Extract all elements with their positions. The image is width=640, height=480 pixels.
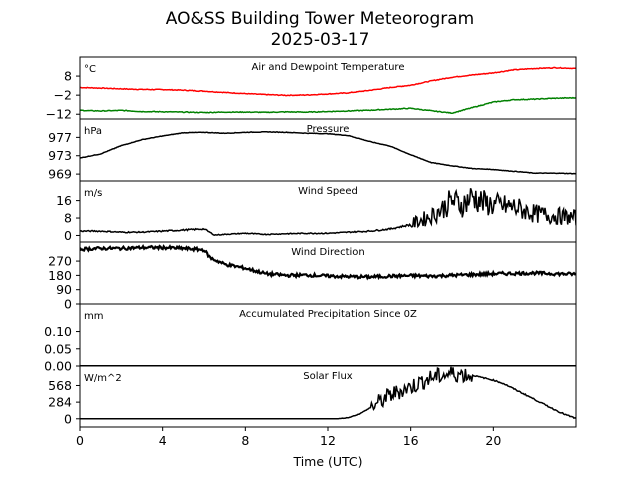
figure-title: AO&SS Building Tower Meteorogram (166, 9, 474, 29)
y-tick-label: 977 (48, 130, 72, 145)
x-tick-label: 20 (485, 433, 501, 448)
series-line-1 (80, 66, 576, 97)
y-tick-label: 969 (48, 167, 72, 182)
panel-unit: m/s (84, 188, 102, 199)
x-tick-label: 8 (241, 433, 249, 448)
figure-subtitle: 2025-03-17 (271, 30, 370, 50)
series-line-1 (80, 366, 576, 420)
panel-unit: hPa (84, 126, 102, 137)
y-tick-label: 8 (64, 69, 72, 84)
panel-5: 0.10 0.05 0.00 Accumulated Precipitation Si… (44, 303, 577, 374)
panel-title: Air and Dewpoint Temperature (252, 62, 405, 73)
series-line-1 (80, 188, 576, 237)
x-tick-label: 12 (320, 433, 336, 448)
panel-1: 8 −2 −12 Air and Dewpoint Temperature °C (46, 56, 577, 122)
y-tick-label: −2 (54, 88, 72, 103)
y-tick-label: 16 (56, 193, 72, 208)
y-tick-label: 0.05 (44, 341, 72, 356)
series-line-2 (80, 96, 576, 115)
y-tick-label: 180 (48, 268, 72, 283)
y-tick-label: 90 (56, 282, 72, 297)
y-tick-label: 0.00 (44, 359, 72, 374)
y-tick-label: 973 (48, 148, 72, 163)
y-tick-label: 0 (64, 228, 72, 243)
x-tick-label: 0 (76, 433, 84, 448)
panel-unit: °C (84, 64, 96, 75)
y-tick-label: 8 (64, 211, 72, 226)
y-tick-label: 568 (48, 378, 72, 393)
x-axis: 0 4 8 12 16 20 (76, 427, 501, 448)
y-tick-label: 284 (48, 395, 72, 410)
y-tick-label: 270 (48, 254, 72, 269)
x-tick-label: 16 (403, 433, 419, 448)
y-tick-label: 0.10 (44, 324, 72, 339)
panel-unit: mm (84, 311, 103, 322)
y-tick-label: 0 (64, 297, 72, 312)
y-tick-label: 0 (64, 411, 72, 426)
panel-title: Pressure (307, 124, 350, 135)
x-tick-label: 4 (159, 433, 167, 448)
panel-title: Wind Speed (298, 186, 358, 197)
x-axis-label: Time (UTC) (292, 454, 362, 469)
panel-title: Accumulated Precipitation Since 0Z (239, 309, 417, 320)
series-line-1 (80, 130, 576, 175)
panel-3: 16 8 0 Wind Speed m/s (56, 180, 577, 243)
y-tick-label: −12 (46, 107, 72, 122)
series-line-1 (80, 244, 576, 281)
panel-unit: W/m^2 (84, 373, 122, 384)
panel-title: Wind Direction (291, 247, 365, 258)
panel-2: 977 973 969 Pressure hPa (48, 118, 577, 182)
panel-title: Solar Flux (303, 371, 353, 382)
